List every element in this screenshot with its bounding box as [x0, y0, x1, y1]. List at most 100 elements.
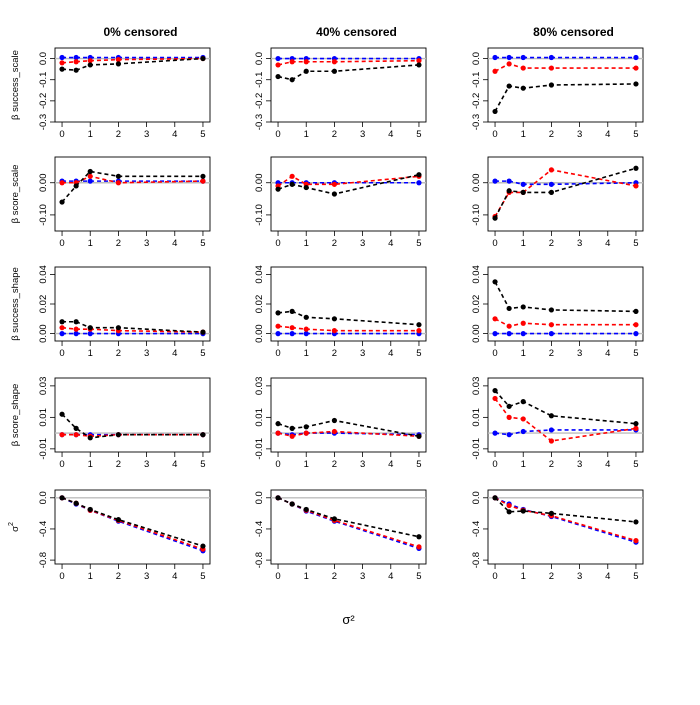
point-blue	[520, 331, 526, 337]
point-black	[520, 189, 526, 195]
point-red	[275, 323, 281, 329]
point-blue	[520, 181, 526, 187]
point-black	[303, 506, 309, 513]
point-black	[303, 184, 309, 191]
point-black	[416, 322, 422, 328]
panel-frame	[270, 489, 427, 565]
point-black	[289, 425, 295, 431]
point-red	[275, 62, 281, 68]
x-tick-label: 5	[416, 129, 421, 140]
point-red	[73, 326, 79, 332]
point-black	[548, 510, 555, 516]
panel-r2-c2: 0.00 0.02 0.04 0 1 2 3 4 5	[471, 265, 644, 359]
y-tick-label: -0.01	[38, 438, 49, 460]
point-black	[331, 417, 338, 424]
panel-r3-c2: -0.01 0.01 0.03 0 1 2 3 4 5	[471, 377, 644, 470]
x-tick-label: 3	[144, 571, 149, 582]
x-tick-label: 4	[605, 129, 610, 140]
x-tick-label: 2	[116, 238, 121, 249]
y-tick-label: -0.01	[254, 438, 265, 460]
point-red	[289, 59, 295, 65]
y-tick-label: -0.3	[254, 114, 265, 130]
y-tick-label: 0.03	[254, 377, 265, 396]
x-tick-label: 0	[59, 571, 64, 582]
y-tick-label: 0.02	[254, 295, 265, 314]
point-red	[59, 60, 65, 66]
x-tick-label: 2	[549, 129, 554, 140]
point-red	[633, 65, 639, 71]
x-tick-label: 0	[492, 129, 497, 140]
panel-r0-c2: 0.0 -0.1 -0.2 -0.3 0 1 2 3 4 5	[471, 47, 644, 140]
x-tick-label: 0	[275, 129, 280, 140]
y-tick-label: -0.3	[38, 114, 49, 130]
panel-frame	[54, 489, 211, 565]
row-label-prefix-1: β	[10, 215, 21, 223]
point-black	[506, 83, 512, 89]
point-black	[633, 165, 639, 171]
panel-frame	[270, 156, 427, 232]
point-blue	[416, 180, 422, 186]
panel-r2-c1: 0.00 0.02 0.04 0 1 2 3 4 5	[254, 265, 427, 359]
point-blue	[548, 54, 555, 61]
row-label-0: β success_scale	[10, 50, 21, 120]
point-red	[73, 59, 79, 65]
point-black	[331, 191, 338, 197]
point-blue	[87, 331, 93, 337]
point-red	[200, 178, 206, 184]
point-blue	[275, 55, 281, 62]
x-tick-label: 1	[521, 571, 526, 582]
x-tick-label: 4	[388, 129, 393, 140]
point-black	[115, 517, 122, 523]
point-black	[331, 68, 338, 74]
x-tick-label: 1	[88, 238, 93, 249]
point-black	[633, 308, 639, 314]
point-black	[416, 62, 422, 68]
x-tick-label: 1	[304, 129, 309, 140]
row-label-sup-4: 2	[8, 522, 15, 526]
x-tick-label: 3	[360, 459, 365, 470]
y-tick-label: 0.0	[471, 491, 482, 504]
point-black	[548, 413, 555, 419]
panel-r4-c1: 0.0 -0.4 -0.8 0 1 2 3 4 5	[254, 489, 427, 582]
row-label-prefix-2: β	[10, 333, 21, 341]
y-tick-label: 0.00	[38, 324, 49, 343]
y-tick-label: 0.04	[471, 265, 482, 284]
point-black	[200, 173, 206, 179]
x-tick-label: 3	[577, 459, 582, 470]
panel-r4-c2: 0.0 -0.4 -0.8 0 1 2 3 4 5	[471, 489, 644, 582]
y-tick-label: -0.8	[38, 552, 49, 568]
x-tick-label: 1	[304, 348, 309, 359]
x-tick-label: 2	[332, 348, 337, 359]
point-black	[303, 314, 309, 320]
point-blue	[492, 331, 498, 337]
point-black	[200, 55, 206, 62]
y-tick-label: 0.00	[38, 173, 49, 192]
point-black	[303, 424, 309, 430]
point-black	[115, 325, 122, 331]
point-black	[492, 495, 498, 501]
y-tick-label: -0.10	[38, 204, 49, 226]
point-black	[289, 181, 295, 187]
point-red	[115, 180, 122, 186]
x-tick-label: 5	[200, 238, 205, 249]
panel-r1-c1: 0.00 -0.10 0 1 2 3 4 5	[254, 156, 427, 249]
point-black	[506, 188, 512, 194]
y-tick-label: 0.02	[38, 295, 49, 314]
point-blue	[289, 331, 295, 337]
x-tick-label: 4	[388, 459, 393, 470]
panel-r1-c0: 0.00 -0.10 0 1 2 3 4 5	[38, 156, 211, 249]
x-tick-label: 4	[605, 348, 610, 359]
point-blue	[520, 428, 526, 435]
x-tick-label: 5	[416, 459, 421, 470]
point-red	[506, 323, 512, 329]
x-tick-label: 1	[304, 459, 309, 470]
point-black	[331, 516, 338, 522]
point-black	[87, 168, 93, 175]
point-black	[416, 172, 422, 178]
point-black	[289, 77, 295, 83]
point-blue	[87, 178, 93, 184]
point-blue	[492, 430, 498, 436]
x-tick-label: 3	[360, 129, 365, 140]
